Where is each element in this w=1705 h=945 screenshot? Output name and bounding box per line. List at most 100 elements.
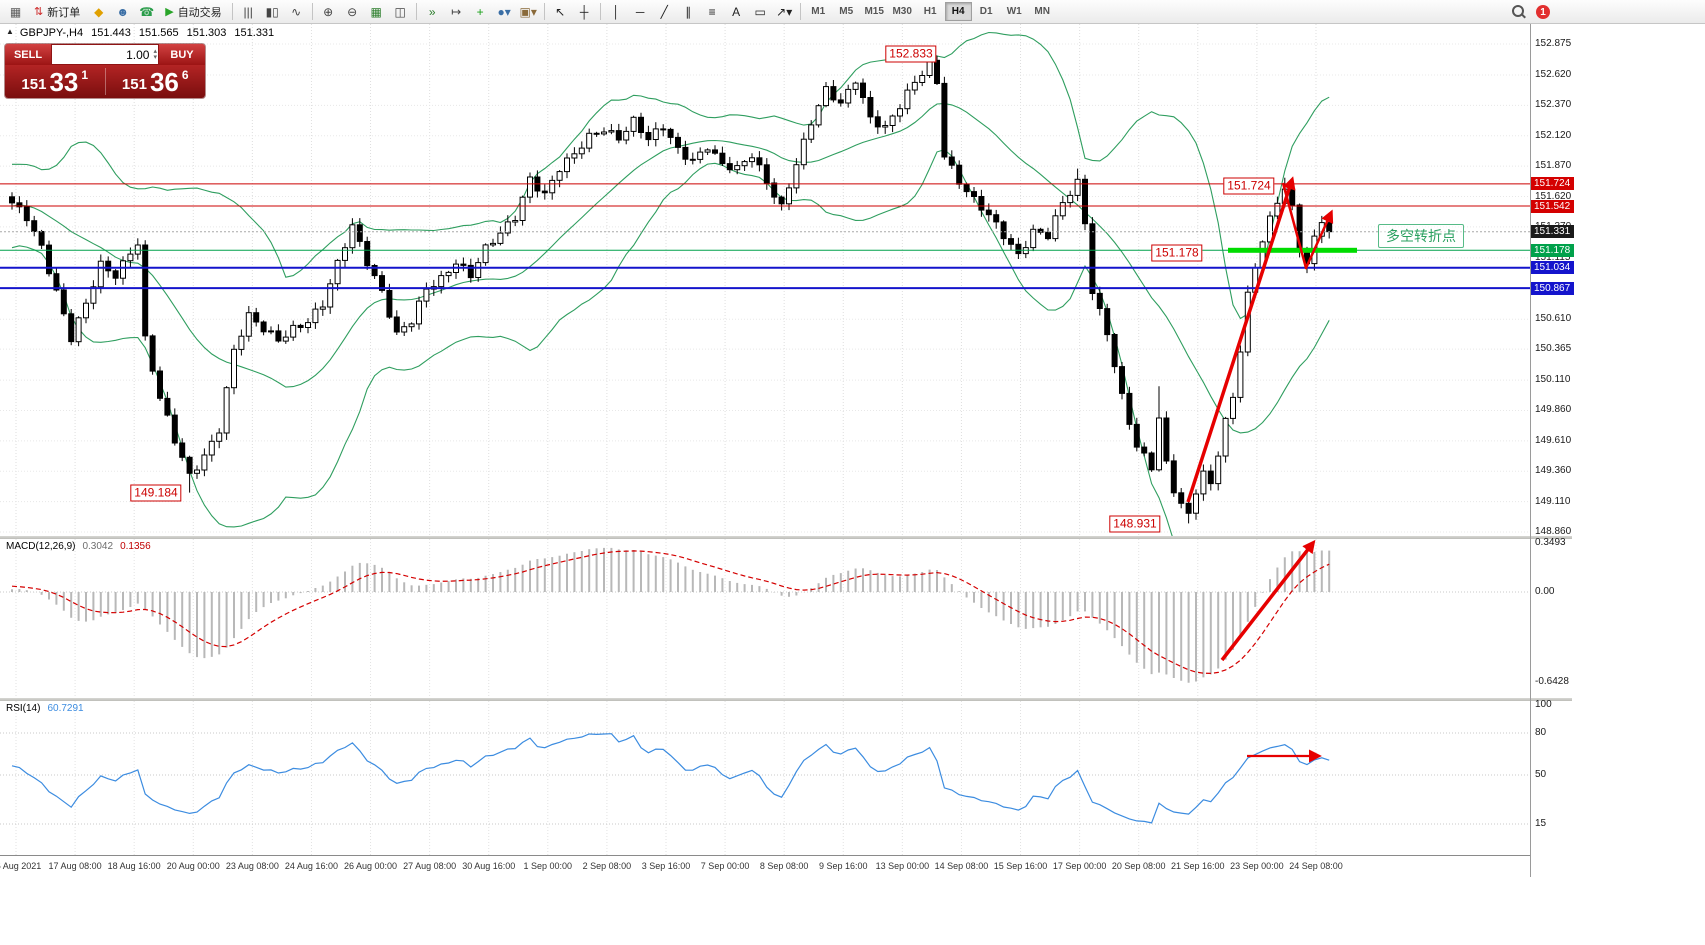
price-tag: 151.542	[1531, 199, 1574, 213]
text-label-icon[interactable]: ▭	[754, 4, 766, 19]
price-callout[interactable]: 151.724	[1223, 177, 1275, 195]
price-callout[interactable]: 151.178	[1151, 244, 1203, 262]
one-click-trading-panel: SELL 1.00 ▴ ▾ BUY 151 33 1 151 36 6	[5, 44, 205, 98]
tf-h1[interactable]: H1	[923, 6, 937, 17]
panel-separator[interactable]	[0, 698, 1572, 701]
text-icon[interactable]: A	[732, 4, 741, 19]
periods-dropdown-icon[interactable]: ●▾	[497, 4, 511, 19]
time-axis-label: 2 Sep 08:00	[582, 861, 632, 871]
macd-axis-label: -0.6428	[1535, 675, 1569, 687]
horizontal-line-icon[interactable]: ─	[635, 4, 645, 19]
price-axis-label: 152.120	[1535, 129, 1572, 141]
zoom-out-icon[interactable]: ⊖	[347, 4, 358, 19]
macd-axis-label: 0.00	[1535, 586, 1555, 597]
cursor-icon[interactable]: ↖	[555, 4, 566, 19]
tf-d1[interactable]: D1	[979, 6, 993, 17]
time-axis-label: 8 Sep 08:00	[759, 861, 809, 871]
buy-price[interactable]: 151 36 6	[121, 67, 189, 97]
price-callout[interactable]: 152.833	[885, 45, 937, 63]
crosshair-icon[interactable]: ┼	[579, 4, 589, 19]
time-axis-label: 17 Aug 08:00	[48, 861, 102, 871]
auto-scroll-icon[interactable]: »	[428, 4, 436, 19]
volume-stepper[interactable]: ▴ ▾	[153, 47, 157, 61]
symbol-title: GBPJPY-,H4	[19, 27, 84, 39]
macd-panel-canvas[interactable]	[0, 539, 1530, 698]
new-order-icon: ⇅	[34, 6, 44, 18]
new-order-button[interactable]: ⇅ 新订单	[28, 2, 86, 21]
arrows-dropdown-icon[interactable]: ↗▾	[776, 4, 793, 19]
quick-trade-icon[interactable]: ◆	[94, 4, 104, 19]
price-callout[interactable]: 148.931	[1109, 515, 1161, 533]
notification-badge[interactable]: 1	[1536, 5, 1550, 19]
macd-signal-line[interactable]	[11, 550, 1330, 675]
stepper-down-icon[interactable]: ▾	[153, 53, 157, 61]
main-chart-canvas[interactable]	[0, 24, 1530, 536]
price-callout[interactable]: 149.184	[130, 484, 182, 502]
indicators-icon[interactable]: +	[476, 4, 484, 19]
auto-trading-icon: ▶	[165, 6, 174, 18]
grid	[0, 24, 1530, 536]
tf-m5[interactable]: M5	[839, 6, 854, 17]
collapse-icon[interactable]: ▲	[6, 27, 14, 36]
toolbar-separator	[231, 3, 233, 20]
cascade-windows-icon[interactable]: ◫	[394, 4, 406, 19]
channel-icon[interactable]: ∥	[685, 4, 692, 19]
time-axis-label: 24 Aug 16:00	[284, 861, 338, 871]
toolbar-separator	[799, 3, 801, 20]
fibonacci-icon[interactable]: ≡	[708, 4, 716, 19]
tf-m30[interactable]: M30	[892, 6, 912, 17]
ohlc-open: 151.443	[91, 27, 131, 39]
rsi-line[interactable]	[11, 733, 1330, 824]
zoom-in-icon[interactable]: ⊕	[323, 4, 334, 19]
price-axis-label: 151.870	[1535, 160, 1572, 172]
time-axis[interactable]: 16 Aug 2021 17 Aug 08:00 18 Aug 16:00 20 Au…	[0, 855, 1530, 878]
tf-mn[interactable]: MN	[1034, 6, 1050, 17]
tf-m1[interactable]: M1	[811, 6, 826, 17]
support-icon[interactable]: ☎	[139, 4, 155, 19]
rsi-axis-label: 100	[1535, 699, 1552, 710]
search-icon[interactable]	[1512, 5, 1526, 19]
price-tag: 150.867	[1531, 281, 1574, 295]
sell-price[interactable]: 151 33 1	[21, 67, 89, 97]
price-tag: 151.178	[1531, 243, 1574, 257]
trend-arrow[interactable]	[1186, 176, 1296, 503]
profile-icon[interactable]: ☻	[116, 4, 130, 19]
price-tag: 151.331	[1531, 225, 1574, 239]
rsi-panel-canvas[interactable]	[0, 701, 1530, 855]
stepper-up-icon[interactable]: ▴	[153, 47, 157, 55]
auto-trading-button[interactable]: ▶ 自动交易	[159, 2, 227, 21]
trend-arrow[interactable]	[1281, 182, 1334, 270]
chart-shift-icon[interactable]: ↦	[451, 4, 462, 19]
time-axis-label: 20 Sep 08:00	[1111, 861, 1166, 871]
bar-chart-icon[interactable]: |||	[243, 4, 253, 19]
new-order-button-label: 新订单	[47, 6, 81, 19]
trendline-icon[interactable]: ╱	[660, 4, 668, 19]
tf-w1[interactable]: W1	[1006, 6, 1022, 17]
buy-button[interactable]: BUY	[159, 44, 205, 65]
candlestick-chart-icon[interactable]: ▮▯	[265, 4, 279, 19]
macd-grid	[15, 539, 1317, 698]
trend-arrow[interactable]	[1220, 539, 1316, 662]
chart-window-icon[interactable]: ▦	[9, 4, 22, 19]
price-tag: 151.034	[1531, 261, 1574, 275]
volume-input[interactable]: 1.00 ▴ ▾	[52, 45, 158, 64]
tf-m15[interactable]: M15	[864, 6, 884, 17]
tf-h4[interactable]: H4	[944, 2, 972, 21]
vertical-line-icon[interactable]: │	[612, 4, 620, 19]
time-axis-label: 15 Sep 16:00	[993, 861, 1048, 871]
line-chart-icon[interactable]: ∿	[291, 4, 302, 19]
support-zone-segment[interactable]	[1228, 247, 1357, 253]
templates-dropdown-icon[interactable]: ▣▾	[519, 4, 537, 19]
tile-windows-icon[interactable]: ▦	[370, 4, 382, 19]
sell-button[interactable]: SELL	[5, 44, 51, 65]
time-axis-label: 23 Sep 00:00	[1230, 861, 1284, 871]
price-axis[interactable]: 152.875 152.620 152.370 152.120 151.870 151.6…	[1530, 24, 1576, 877]
panel-separator[interactable]	[0, 536, 1572, 539]
turning-point-note[interactable]: 多空转折点	[1378, 224, 1464, 248]
time-axis-label: 23 Aug 08:00	[225, 861, 279, 871]
bollinger-bands[interactable]	[11, 31, 1330, 537]
horizontal-lines[interactable]	[0, 183, 1530, 290]
auto-trading-button-label: 自动交易	[177, 6, 222, 19]
macd-histogram	[11, 547, 1331, 683]
time-axis-label: 30 Aug 16:00	[462, 861, 516, 871]
